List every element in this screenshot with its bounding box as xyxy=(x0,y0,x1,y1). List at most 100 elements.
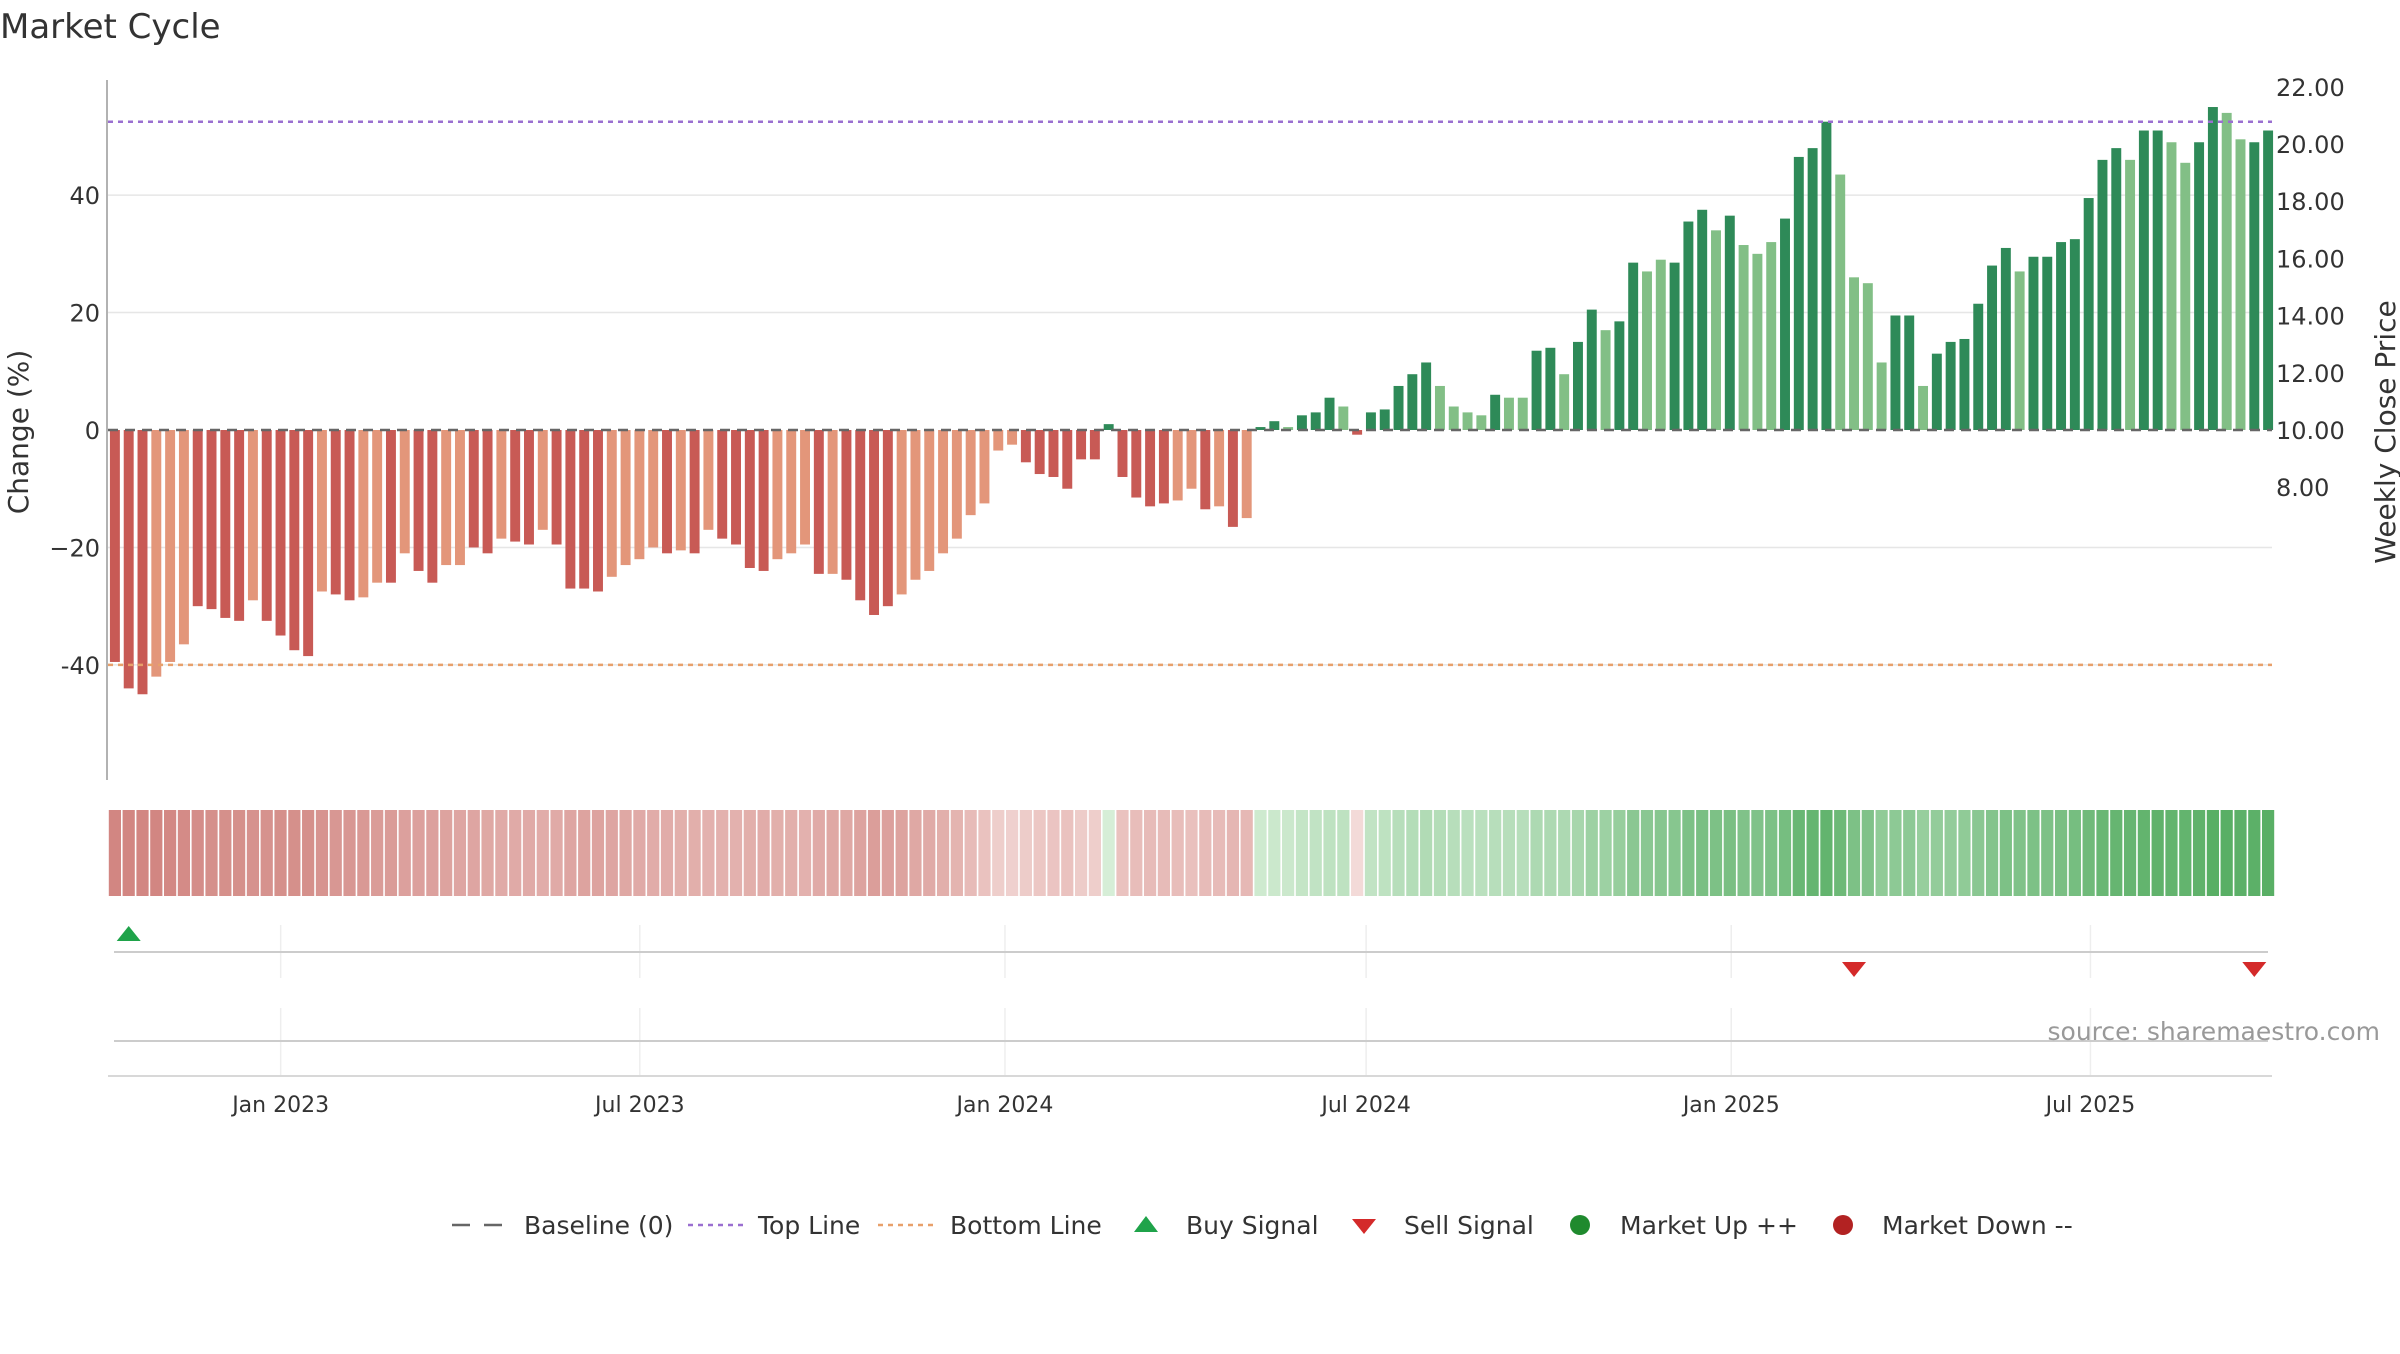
bar-98 xyxy=(1462,412,1473,430)
bar-95 xyxy=(1421,362,1432,430)
bar-102 xyxy=(1517,397,1528,430)
bar-39 xyxy=(648,430,659,548)
strip-cell-37 xyxy=(619,810,632,896)
strip-cell-109 xyxy=(1613,810,1626,896)
legend-up-label: Market Up ++ xyxy=(1620,1211,1798,1240)
bar-63 xyxy=(979,430,990,504)
bar-135 xyxy=(1973,303,1984,430)
strip-cell-92 xyxy=(1378,810,1391,896)
strip-cell-44 xyxy=(716,810,729,896)
strip-cell-97 xyxy=(1447,810,1460,896)
bar-116 xyxy=(1711,230,1721,430)
bar-42 xyxy=(689,430,700,554)
bar-134 xyxy=(1959,338,1970,430)
strip-cell-32 xyxy=(550,810,563,896)
strip-cell-13 xyxy=(288,810,301,896)
bar-122 xyxy=(1793,156,1804,430)
bar-28 xyxy=(496,430,507,539)
bar-72 xyxy=(1103,424,1114,430)
strip-cell-63 xyxy=(978,810,991,896)
strip-cell-118 xyxy=(1737,810,1750,896)
strip-cell-83 xyxy=(1254,810,1267,896)
bar-12 xyxy=(275,430,286,636)
bar-7 xyxy=(206,430,217,610)
strip-cell-2 xyxy=(136,810,149,896)
bar-114 xyxy=(1683,221,1694,430)
strip-cell-135 xyxy=(1972,810,1985,896)
legend-sell-label: Sell Signal xyxy=(1404,1211,1534,1240)
strip-cell-155 xyxy=(2248,810,2261,896)
y2-tick-2: 18.00 xyxy=(2276,188,2345,216)
strip-cell-48 xyxy=(771,810,784,896)
bar-150 xyxy=(2180,162,2191,431)
y2-tick-0: 22.00 xyxy=(2276,74,2345,102)
bar-108 xyxy=(1600,330,1611,430)
strip-cell-156 xyxy=(2262,810,2275,896)
bar-141 xyxy=(2056,242,2067,430)
y2-tick-3: 16.00 xyxy=(2276,245,2345,273)
strip-cell-104 xyxy=(1544,810,1557,896)
strip-cell-58 xyxy=(909,810,922,896)
bar-5 xyxy=(178,430,189,645)
bar-52 xyxy=(827,430,838,574)
reference-lines xyxy=(108,120,2272,667)
bar-41 xyxy=(675,430,686,551)
bar-20 xyxy=(385,430,396,583)
bar-82 xyxy=(1241,430,1252,519)
strip-cell-148 xyxy=(2151,810,2164,896)
bar-45 xyxy=(731,430,741,545)
strip-cell-70 xyxy=(1074,810,1088,896)
bar-26 xyxy=(468,430,479,548)
bar-153 xyxy=(2221,112,2232,430)
bar-17 xyxy=(344,430,355,601)
strip-cell-138 xyxy=(2013,810,2026,896)
bar-132 xyxy=(1931,353,1942,430)
bar-86 xyxy=(1296,415,1307,430)
strip-cell-45 xyxy=(729,810,743,896)
y2-tick-6: 10.00 xyxy=(2276,417,2345,445)
bar-103 xyxy=(1531,350,1542,430)
bar-127 xyxy=(1862,283,1873,430)
strip-cell-101 xyxy=(1502,810,1516,896)
y2-tick-5: 12.00 xyxy=(2276,360,2345,388)
bar-138 xyxy=(2014,271,2025,430)
strip-cell-113 xyxy=(1668,810,1681,896)
strip-cell-54 xyxy=(854,810,867,896)
strip-cell-133 xyxy=(1944,810,1957,896)
market-strip xyxy=(108,810,2275,896)
strip-cell-40 xyxy=(660,810,674,896)
bar-131 xyxy=(1918,385,1929,430)
bar-65 xyxy=(1007,430,1018,445)
x-tick-0: Jan 2023 xyxy=(230,1093,329,1118)
strip-cell-49 xyxy=(785,810,798,896)
bar-85 xyxy=(1283,427,1294,430)
strip-cell-142 xyxy=(2068,810,2081,896)
strip-cell-29 xyxy=(509,810,522,896)
bar-36 xyxy=(606,430,617,577)
strip-cell-144 xyxy=(2096,810,2109,896)
strip-cell-99 xyxy=(1475,810,1488,896)
y-tick-0: 40 xyxy=(69,182,100,210)
strip-cell-134 xyxy=(1958,810,1971,896)
strip-cell-108 xyxy=(1599,810,1612,896)
bar-121 xyxy=(1780,218,1790,430)
bar-76 xyxy=(1158,430,1169,504)
strip-cell-20 xyxy=(384,810,398,896)
bar-3 xyxy=(151,430,162,677)
strip-cell-62 xyxy=(964,810,977,896)
strip-cell-77 xyxy=(1171,810,1184,896)
strip-cell-107 xyxy=(1585,810,1598,896)
bar-99 xyxy=(1476,415,1487,430)
strip-cell-5 xyxy=(177,810,191,896)
legend: Baseline (0) Top Line Bottom Line Buy Signa… xyxy=(452,1211,2073,1240)
strip-cell-111 xyxy=(1640,810,1654,896)
strip-cell-98 xyxy=(1461,810,1474,896)
strip-cell-121 xyxy=(1778,810,1792,896)
y-tick-1: 20 xyxy=(69,300,100,328)
bar-93 xyxy=(1393,385,1404,430)
bar-60 xyxy=(938,430,949,554)
bar-57 xyxy=(896,430,907,595)
strip-cell-71 xyxy=(1088,810,1101,896)
strip-cell-143 xyxy=(2082,810,2095,896)
